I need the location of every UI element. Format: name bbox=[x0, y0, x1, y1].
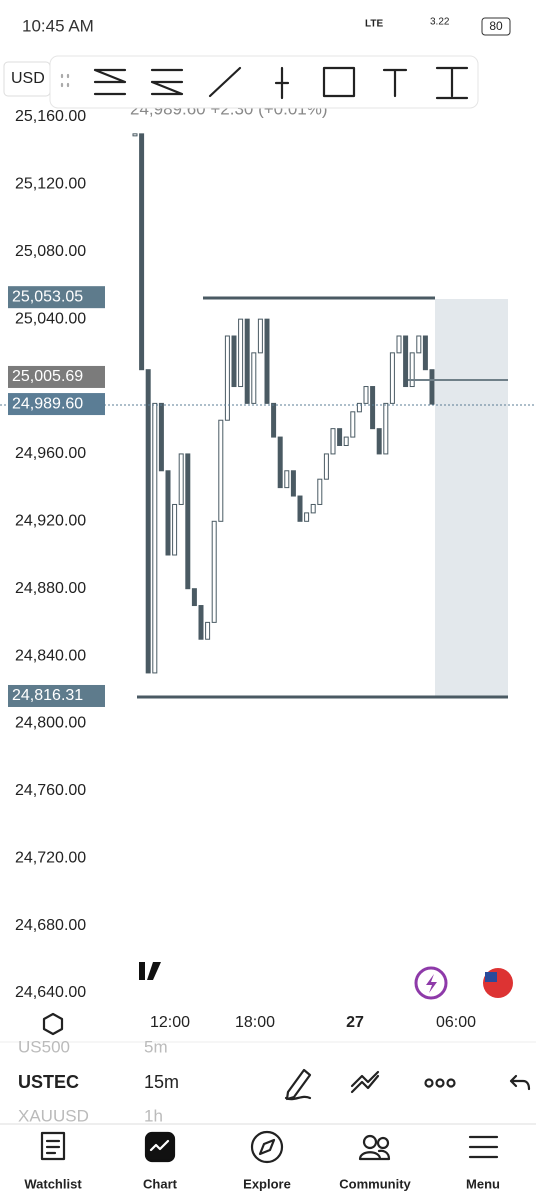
candle bbox=[198, 605, 204, 640]
candle bbox=[429, 369, 435, 405]
time-label: 06:00 bbox=[436, 1014, 476, 1031]
candle bbox=[383, 402, 389, 455]
battery: 80 bbox=[489, 19, 503, 33]
candle bbox=[205, 621, 211, 640]
candle bbox=[271, 402, 277, 438]
candle bbox=[152, 402, 158, 674]
nav-label: Chart bbox=[143, 1176, 178, 1191]
candle bbox=[145, 369, 151, 674]
price-label: 25,120.00 bbox=[15, 176, 86, 193]
price-label: 25,080.00 bbox=[15, 243, 86, 260]
candle bbox=[251, 352, 257, 404]
candle bbox=[224, 335, 230, 421]
next-symbol: XAUUSD bbox=[18, 1106, 89, 1125]
undo-icon[interactable] bbox=[509, 1074, 531, 1091]
price-label: 25,160.00 bbox=[15, 108, 86, 125]
candle bbox=[343, 436, 349, 447]
candle bbox=[370, 386, 376, 430]
drawing-toolbar bbox=[49, 55, 479, 109]
price-label: 24,800.00 bbox=[15, 715, 86, 732]
candle bbox=[277, 436, 283, 489]
candle bbox=[132, 133, 138, 137]
candle bbox=[304, 512, 310, 522]
candle bbox=[165, 470, 171, 556]
candle bbox=[363, 386, 369, 404]
multi-icon[interactable] bbox=[350, 1070, 380, 1094]
candle bbox=[330, 428, 336, 455]
currency: USD bbox=[11, 70, 45, 87]
price-badge-label: 25,005.69 bbox=[12, 368, 83, 385]
candle bbox=[139, 133, 145, 371]
candle bbox=[323, 453, 329, 480]
range-zone bbox=[435, 299, 508, 697]
candle bbox=[403, 335, 409, 388]
pen-icon[interactable] bbox=[284, 1068, 312, 1101]
candle bbox=[158, 402, 164, 472]
candle bbox=[172, 503, 178, 556]
candle bbox=[178, 453, 184, 505]
time-label: 18:00 bbox=[235, 1014, 275, 1031]
time-label: 27 bbox=[346, 1014, 364, 1031]
speed: 3.22 bbox=[430, 17, 450, 28]
candle bbox=[257, 318, 263, 354]
candle bbox=[317, 478, 323, 505]
price-label: 24,960.00 bbox=[15, 445, 86, 462]
candle bbox=[422, 335, 428, 371]
next-interval: 1h bbox=[144, 1106, 163, 1125]
candle bbox=[185, 453, 191, 590]
candle bbox=[238, 318, 244, 388]
battery-icon bbox=[481, 17, 511, 36]
price-badge-label: 24,989.60 bbox=[12, 395, 83, 412]
price-label: 25,040.00 bbox=[15, 310, 86, 327]
prev-interval: 5m bbox=[144, 1037, 168, 1056]
price-badge bbox=[8, 393, 105, 416]
symbol[interactable]: USTEC bbox=[18, 1072, 79, 1092]
candle bbox=[191, 588, 197, 607]
candle bbox=[290, 470, 296, 497]
candle bbox=[310, 503, 316, 514]
candle bbox=[284, 470, 290, 489]
clock: 10:45 AM bbox=[22, 16, 94, 35]
price-badge-label: 25,053.05 bbox=[12, 288, 83, 305]
candle bbox=[350, 411, 356, 438]
price-badge bbox=[8, 684, 105, 707]
price-label: 24,840.00 bbox=[15, 647, 86, 664]
nav-label: Explore bbox=[243, 1176, 291, 1191]
nav-label: Menu bbox=[466, 1176, 500, 1191]
price-label: 24,680.00 bbox=[15, 917, 86, 934]
time-label: 12:00 bbox=[150, 1014, 190, 1031]
candle bbox=[416, 335, 422, 354]
price-badge-label: 24,816.31 bbox=[12, 687, 83, 704]
settings-icon[interactable] bbox=[42, 1012, 64, 1036]
candle bbox=[396, 335, 402, 354]
price-label: 24,760.00 bbox=[15, 782, 86, 799]
candle bbox=[297, 495, 303, 522]
network: LTE bbox=[365, 19, 383, 30]
price-label: 24,640.00 bbox=[15, 984, 86, 1001]
price-label: 24,920.00 bbox=[15, 513, 86, 530]
price-label: 24,880.00 bbox=[15, 580, 86, 597]
candle bbox=[264, 318, 270, 404]
candle bbox=[376, 428, 382, 455]
candle bbox=[244, 318, 250, 404]
candle bbox=[218, 419, 224, 522]
candle bbox=[337, 428, 343, 446]
candle bbox=[231, 335, 237, 388]
prev-symbol: US500 bbox=[18, 1037, 70, 1056]
nav-label: Watchlist bbox=[24, 1176, 82, 1191]
candle bbox=[211, 520, 217, 623]
price-label: 24,720.00 bbox=[15, 849, 86, 866]
price-badge bbox=[8, 365, 105, 388]
candle bbox=[389, 352, 395, 404]
nav-label: Community bbox=[339, 1176, 411, 1191]
price-badge bbox=[8, 286, 105, 309]
candle bbox=[409, 352, 415, 388]
interval[interactable]: 15m bbox=[144, 1072, 179, 1092]
logo bbox=[125, 962, 161, 980]
candle bbox=[356, 402, 362, 413]
